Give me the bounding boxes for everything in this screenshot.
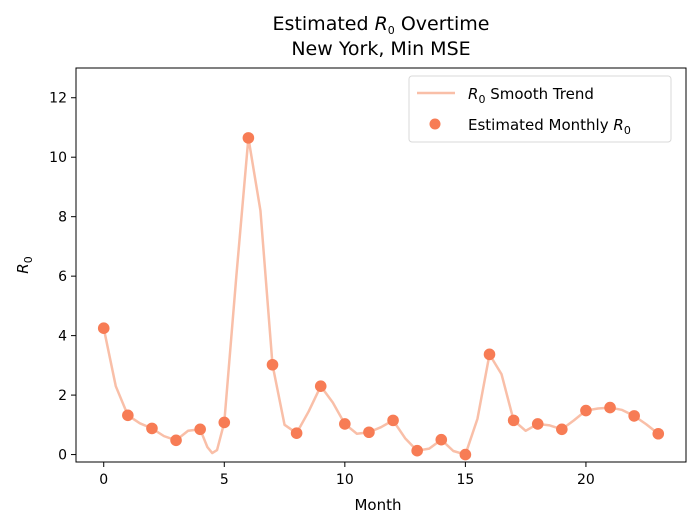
legend-entry-smooth-trend: R0 Smooth Trend <box>468 85 594 106</box>
legend-entry-smooth-trend-symbol: R <box>468 85 478 103</box>
legend: R0 Smooth Trend Estimated Monthly R0 <box>408 75 672 143</box>
data-point-month-14 <box>435 433 448 446</box>
chart-title-line-1: Estimated R0 Overtime <box>273 13 490 37</box>
chart-title-subscript: 0 <box>388 24 395 37</box>
y-tick-label-2: 2 <box>58 388 67 404</box>
y-tick-label-0: 0 <box>58 448 67 464</box>
data-point-month-10 <box>339 418 351 430</box>
x-tick-label-15: 15 <box>456 472 474 488</box>
legend-entry-estimated-monthly: Estimated Monthly R0 <box>468 116 631 137</box>
y-tick-label-6: 6 <box>58 269 67 285</box>
plot-frame <box>75 67 687 463</box>
data-point-month-0 <box>97 322 110 334</box>
axes-layer: 0 5 10 15 20 0 2 4 6 8 10 12 <box>49 67 687 488</box>
data-point-month-12 <box>387 414 399 427</box>
plot-layer <box>97 132 665 461</box>
data-point-month-11 <box>363 426 375 439</box>
data-point-month-17 <box>507 414 520 427</box>
data-point-month-20 <box>580 404 592 417</box>
data-point-month-4 <box>194 423 206 436</box>
chart-title-line-2: New York, Min MSE <box>291 38 470 60</box>
x-tick-label-20: 20 <box>577 472 595 488</box>
data-point-month-18 <box>531 418 544 430</box>
x-axis-label: Month <box>354 496 401 514</box>
legend-entry-estimated-monthly-subscript: 0 <box>624 124 631 137</box>
legend-entry-estimated-monthly-symbol: R <box>613 116 623 134</box>
data-point-month-21 <box>604 401 616 414</box>
y-axis-label-symbol: R <box>14 263 32 273</box>
x-tick-label-5: 5 <box>220 472 229 488</box>
legend-entry-estimated-monthly-prefix: Estimated Monthly <box>468 116 613 134</box>
y-axis-label: R0 <box>14 256 35 273</box>
x-tick-label-0: 0 <box>99 472 108 488</box>
legend-entry-smooth-trend-suffix: Smooth Trend <box>485 85 593 103</box>
legend-box <box>408 75 672 143</box>
data-point-month-5 <box>218 416 231 429</box>
chart-title-symbol: R <box>375 13 388 35</box>
data-point-month-15 <box>459 448 472 461</box>
data-point-month-9 <box>314 380 327 392</box>
data-point-month-7 <box>266 358 279 371</box>
y-tick-label-4: 4 <box>58 329 67 345</box>
legend-marker-swatch <box>429 118 441 130</box>
x-tick-label-10: 10 <box>336 472 354 488</box>
chart-title-prefix: Estimated <box>273 13 375 35</box>
data-point-month-1 <box>122 409 134 422</box>
legend-entry-smooth-trend-subscript: 0 <box>478 93 485 106</box>
y-tick-label-8: 8 <box>58 210 67 226</box>
data-point-month-22 <box>628 410 640 422</box>
y-axis-label-subscript: 0 <box>22 256 35 263</box>
data-point-month-6 <box>242 132 255 144</box>
y-tick-label-10: 10 <box>49 150 67 166</box>
data-point-month-2 <box>146 422 158 435</box>
y-tick-label-12: 12 <box>49 91 67 107</box>
data-point-month-8 <box>290 427 303 439</box>
data-point-month-13 <box>411 444 423 457</box>
data-point-month-19 <box>556 423 568 436</box>
data-point-month-16 <box>483 348 496 361</box>
data-point-month-3 <box>170 434 182 447</box>
chart-title-suffix: Overtime <box>395 13 490 35</box>
data-point-month-23 <box>652 427 665 440</box>
